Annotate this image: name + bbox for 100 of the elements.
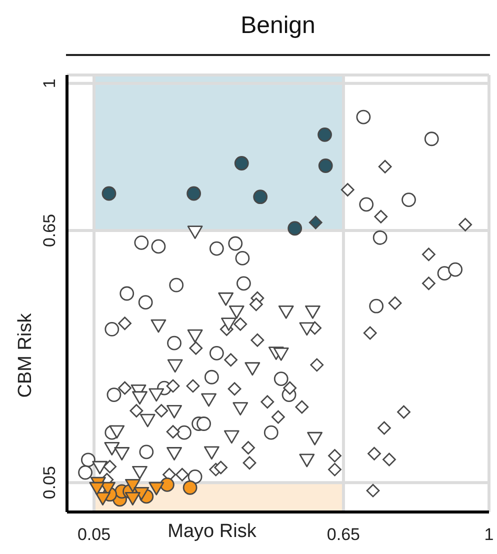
point [124,478,140,492]
point [402,192,416,207]
point [236,276,251,291]
point [118,316,132,330]
point [253,190,268,204]
point [196,416,211,431]
point [283,381,297,395]
point [299,454,315,468]
point [437,266,452,281]
point [359,197,374,212]
point [299,322,315,336]
y-tick-label: 0.05 [40,466,59,500]
point [167,359,183,373]
point [374,210,388,224]
point [244,362,260,376]
point [228,236,243,251]
point [388,296,402,310]
point [448,262,463,277]
point [242,456,256,470]
point [378,160,392,174]
point [154,404,168,418]
point [274,372,288,386]
point [242,441,255,454]
point [103,460,117,474]
point [378,421,391,435]
y-axis-title: CBM Risk [15,312,36,398]
point [148,388,164,402]
point [368,446,381,460]
point [140,414,156,428]
point [130,404,144,418]
point [234,156,249,170]
point [340,183,354,196]
point [249,298,263,312]
point [272,410,285,424]
point [109,425,125,439]
point [167,336,182,350]
chart-title: Benign [240,12,316,40]
point [81,452,96,468]
point [182,480,198,495]
point [318,127,332,142]
point [204,446,220,460]
point [397,405,410,419]
point [328,448,342,462]
point [235,251,250,266]
point [295,400,309,414]
point [234,317,248,331]
point [89,482,105,496]
point [307,432,322,446]
x-tick-label: 0.65 [326,525,360,544]
point [175,468,189,482]
point [310,358,324,372]
point [214,460,228,474]
point [104,442,120,456]
point [209,346,224,360]
point [134,486,150,500]
point [160,477,174,492]
point [106,388,122,402]
point [422,276,436,290]
point [189,341,203,355]
point [422,248,436,262]
point [224,430,240,444]
point [95,492,110,506]
point [278,305,294,319]
point [382,452,396,466]
point [201,393,216,407]
point [134,235,149,250]
point [228,382,242,396]
point [356,110,371,124]
point [132,391,148,405]
point [260,395,274,409]
point [166,425,180,438]
point [78,465,92,480]
point [92,460,108,474]
point [187,226,203,240]
point [177,425,192,440]
y-tick-label: 0.65 [40,214,59,248]
point [148,482,164,496]
x-tick-label: 0.05 [77,525,111,544]
point [166,405,182,418]
point [188,470,202,484]
point [232,402,248,416]
point [221,318,236,332]
point [372,230,388,245]
point [458,218,472,232]
x-tick-label: 1 [484,525,494,544]
point [369,298,384,314]
point [305,305,320,319]
point [102,186,116,201]
point [187,329,203,343]
point [186,379,200,393]
point [273,347,289,361]
point [424,132,439,146]
point [366,484,380,498]
x-axis-title: Mayo Risk [168,521,257,542]
point [204,370,219,384]
point [124,492,140,506]
point [138,295,153,310]
point [139,444,154,460]
point [114,447,130,460]
point [250,333,264,347]
